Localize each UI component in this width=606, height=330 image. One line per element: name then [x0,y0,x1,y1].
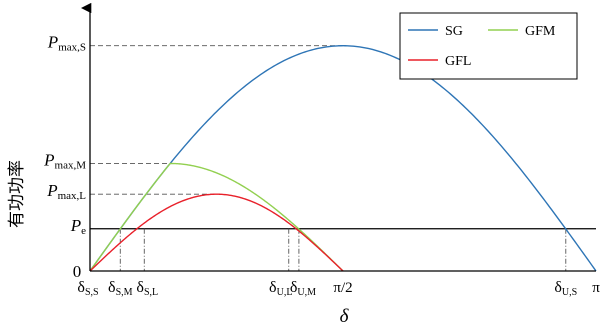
y-label-pmax-sg: Pmax,S [47,33,86,54]
x-tick-label-delta-sm: δS,M [108,279,133,298]
legend-box [399,12,578,80]
series-gfm-line [89,162,344,272]
x-axis-label: δ [340,306,350,327]
y-label-pe: Pe [70,216,86,237]
series-gfl-line [89,193,344,272]
x-tick-label-delta-sl: δS,L [136,279,158,298]
legend-label-sg: SG [445,24,463,39]
x-tick-label-pi-half: π/2 [333,280,352,296]
series-sg-line [89,45,597,272]
x-tick-label-pi: π [592,280,600,296]
x-tick-label-delta-um: δU,M [290,279,316,298]
y-label-pmax-gfl: Pmax,L [46,181,86,202]
origin-label: 0 [73,262,82,281]
legend-label-gfm: GFM [525,24,556,39]
x-tick-label-delta-ul: δU,L [269,279,292,298]
y-axis-label: 有功功率 [7,160,27,228]
legend-label-gfl: GFL [445,54,471,69]
x-tick-label-delta-ss: δS,S [77,279,98,298]
x-tick-label-delta-us: δU,S [554,279,577,298]
y-label-pmax-gfm: Pmax,M [43,150,86,171]
legend: SG GFM GFL [399,12,578,80]
